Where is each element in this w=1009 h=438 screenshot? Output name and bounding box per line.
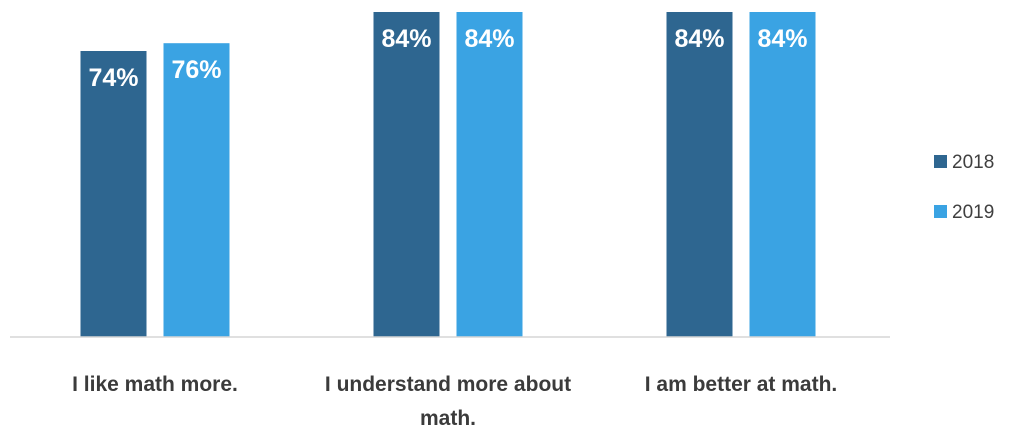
bar-label-2018-0: 74%	[88, 64, 138, 92]
category-labels-layer: I like math more. I understand more about…	[72, 373, 837, 430]
legend-label-2019: 2019	[952, 202, 994, 223]
bar-2019-1	[456, 12, 523, 337]
category-label-0: I like math more.	[72, 373, 238, 396]
bar-label-2019-0: 76%	[171, 56, 221, 84]
bar-2019-2	[749, 12, 816, 337]
bar-label-2019-1: 84%	[464, 25, 514, 53]
legend: 2018 2019	[934, 152, 994, 223]
bar-2018-2	[666, 12, 733, 337]
bar-2019-0	[163, 43, 230, 337]
bar-label-2018-2: 84%	[674, 25, 724, 53]
legend-swatch-2018	[934, 155, 947, 168]
bar-2018-1	[373, 12, 440, 337]
bar-label-2019-2: 84%	[757, 25, 807, 53]
bars-layer	[80, 12, 816, 337]
category-label-2: I am better at math.	[645, 373, 838, 396]
category-label-1: I understand more about	[325, 373, 571, 396]
category-label-1-line-1: math.	[420, 407, 476, 430]
legend-label-2018: 2018	[952, 152, 994, 173]
bar-labels-layer: 74% 76% 84% 84% 84% 84%	[88, 25, 807, 92]
legend-swatch-2019	[934, 205, 947, 218]
bar-2018-0	[80, 51, 147, 337]
bar-label-2018-1: 84%	[381, 25, 431, 53]
